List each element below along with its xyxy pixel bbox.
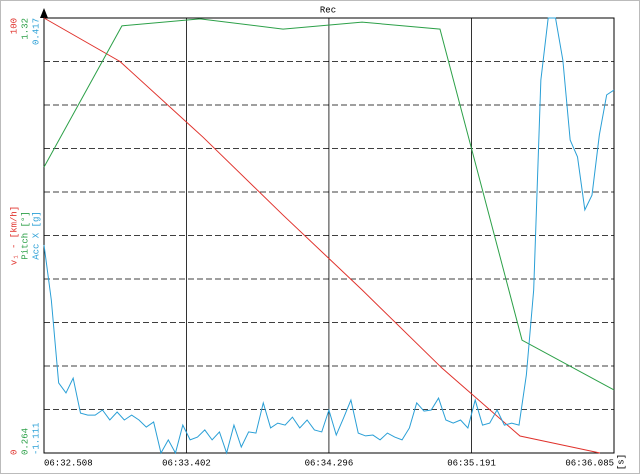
y-axis-max: 1.32 <box>20 18 30 40</box>
y-axis-min: -1.111 <box>31 423 41 455</box>
axis-arrow <box>40 8 48 18</box>
y-axis-max: 0.417 <box>31 18 41 45</box>
x-tick-label: 06:36.085 <box>565 458 614 468</box>
x-axis-label: [s] <box>616 454 626 470</box>
chart-title: Rec <box>320 5 336 15</box>
x-tick-label: 06:32.508 <box>44 458 93 468</box>
series-line <box>43 17 615 455</box>
x-tick-label: 06:35.191 <box>447 458 496 468</box>
x-tick-label: 06:34.296 <box>305 458 354 468</box>
y-axis-min: 0 <box>9 450 19 455</box>
legend-label: v₁ - [km/h] <box>9 206 19 265</box>
plot-border <box>43 17 615 454</box>
legend-label: Acc X [g] <box>31 211 41 260</box>
x-tick-label: 06:33.402 <box>162 458 211 468</box>
series-line <box>43 18 615 391</box>
y-axis-min: 0.264 <box>20 428 30 455</box>
legend-label: Pitch [°] <box>20 211 30 260</box>
y-axis-max: 100 <box>9 18 19 34</box>
